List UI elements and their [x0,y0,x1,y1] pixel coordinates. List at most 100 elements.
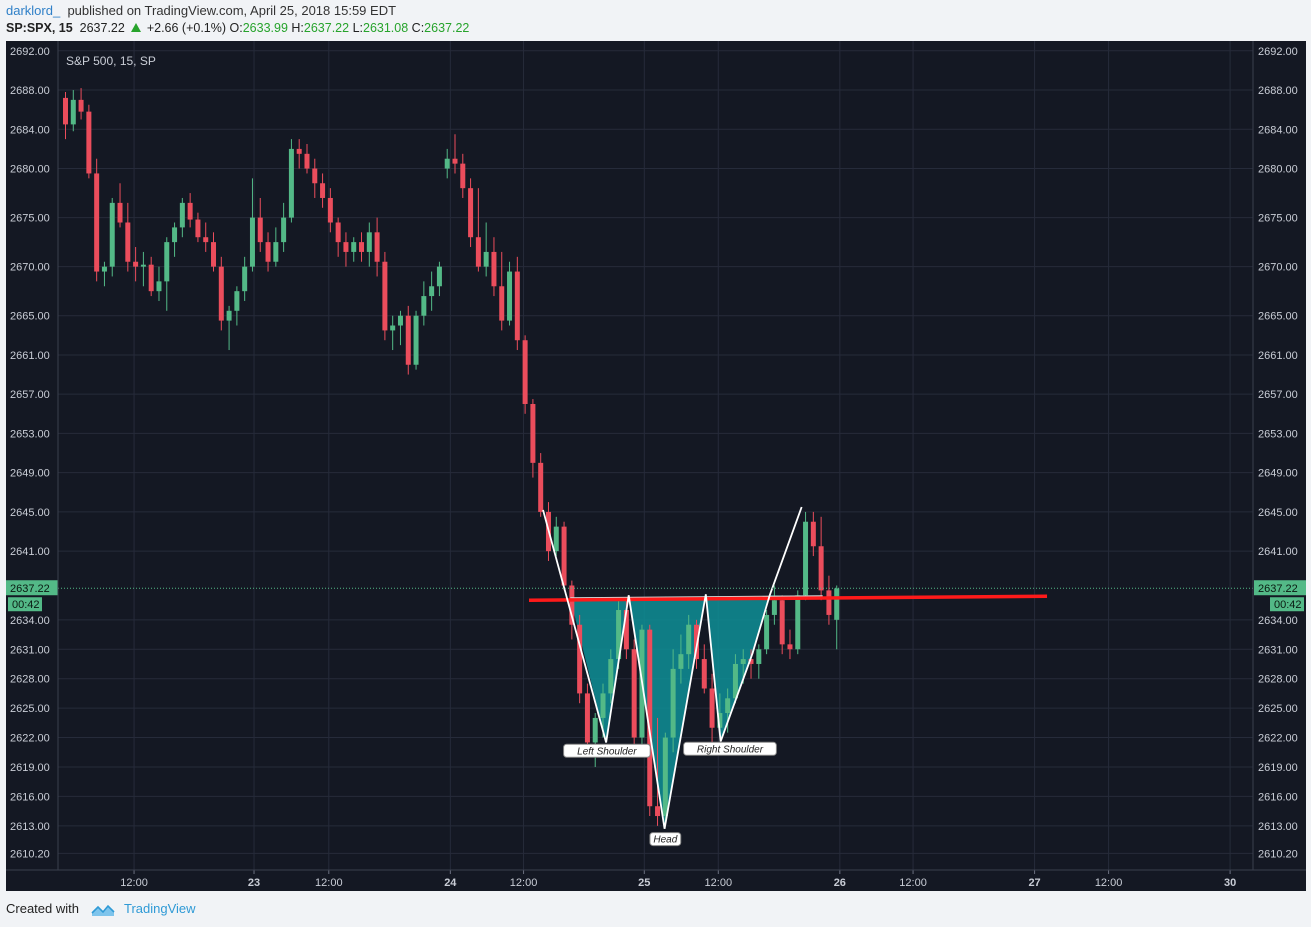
candle-body[interactable] [436,266,442,287]
candle-body[interactable] [366,232,372,252]
candle-body[interactable] [779,600,785,645]
candle-body[interactable] [818,546,824,591]
candle-body[interactable] [670,668,676,738]
candle-body[interactable] [133,261,139,267]
candle-body[interactable] [725,698,731,714]
candle-body[interactable] [164,242,170,282]
candle-body[interactable] [343,242,349,252]
candle-body[interactable] [374,232,380,262]
candle-body[interactable] [117,202,123,223]
candle-body[interactable] [592,717,598,743]
candle-body[interactable] [359,242,365,252]
candle-body[interactable] [709,688,715,728]
candle-body[interactable] [288,148,294,218]
candle-body[interactable] [686,624,692,655]
candle-body[interactable] [740,659,746,664]
candle-body[interactable] [312,168,318,184]
candle-body[interactable] [382,261,388,331]
candle-body[interactable] [561,526,567,586]
candle-body[interactable] [421,296,427,316]
candle-body[interactable] [94,173,100,272]
candle-body[interactable] [826,590,832,615]
candle-body[interactable] [156,281,162,292]
candle-body[interactable] [335,222,341,243]
candle-body[interactable] [577,624,583,694]
candle-body[interactable] [803,521,809,596]
candle-body[interactable] [491,251,497,287]
candle-body[interactable] [460,163,466,189]
candle-body[interactable] [608,659,614,694]
candle-body[interactable] [655,806,661,817]
candle-body[interactable] [397,315,403,326]
candle-body[interactable] [109,202,115,267]
price-chart[interactable]: Left Shoulder Head Right Shoulder 2637.22 00… [6,41,1306,891]
candle-body[interactable] [600,693,606,718]
candle-body[interactable] [475,237,481,267]
candles[interactable] [63,88,840,826]
candle-body[interactable] [732,663,738,699]
candle-body[interactable] [569,585,575,625]
candle-body[interactable] [70,99,76,125]
candle-body[interactable] [125,222,131,262]
candle-body[interactable] [86,111,92,174]
tradingview-link[interactable]: TradingView [124,901,196,916]
candle-body[interactable] [748,659,754,664]
candle-body[interactable] [351,242,357,252]
candle-body[interactable] [678,654,684,669]
candle-body[interactable] [257,217,263,243]
candle-body[interactable] [834,588,840,620]
candle-body[interactable] [631,649,637,738]
candle-body[interactable] [148,264,154,292]
candle-body[interactable] [203,237,209,243]
candle-body[interactable] [218,266,224,321]
candle-body[interactable] [390,325,396,331]
candle-body[interactable] [140,264,146,267]
candle-body[interactable] [771,600,777,615]
candle-body[interactable] [795,595,801,650]
candle-body[interactable] [187,202,193,220]
candle-body[interactable] [281,217,287,243]
candle-body[interactable] [195,219,201,238]
candle-body[interactable] [499,286,505,321]
author-link[interactable]: darklord_ [6,3,61,18]
candle-body[interactable] [101,266,107,272]
candle-body[interactable] [764,614,770,650]
candle-body[interactable] [693,624,699,660]
candle-body[interactable] [63,97,68,125]
candle-body[interactable] [234,291,240,311]
candle-body[interactable] [483,251,489,267]
candle-body[interactable] [616,610,622,660]
candle-body[interactable] [538,462,544,512]
candle-body[interactable] [522,340,528,404]
candle-body[interactable] [662,737,668,817]
candle-body[interactable] [810,521,816,547]
candle-body[interactable] [413,315,419,365]
candle-body[interactable] [304,153,310,169]
candle-body[interactable] [249,217,255,267]
candle-body[interactable] [172,227,178,243]
candle-body[interactable] [179,202,185,228]
candle-body[interactable] [530,403,536,463]
candle-body[interactable] [444,158,450,169]
candle-body[interactable] [452,158,458,164]
candle-body[interactable] [320,183,326,198]
candle-body[interactable] [787,644,793,650]
candle-body[interactable] [584,693,590,743]
candle-body[interactable] [468,188,474,238]
candle-body[interactable] [78,99,84,112]
candle-body[interactable] [717,713,723,728]
candle-body[interactable] [507,271,513,321]
candle-body[interactable] [265,242,271,262]
candle-body[interactable] [701,659,707,689]
candle-body[interactable] [756,649,762,664]
candle-body[interactable] [553,526,559,552]
candle-body[interactable] [647,629,653,807]
candle-body[interactable] [405,315,411,365]
candle-body[interactable] [226,310,232,321]
candle-body[interactable] [429,286,435,297]
candle-body[interactable] [327,197,333,223]
candle-body[interactable] [242,266,248,292]
candle-body[interactable] [296,148,302,154]
candle-body[interactable] [273,242,279,262]
candle-body[interactable] [623,610,629,650]
